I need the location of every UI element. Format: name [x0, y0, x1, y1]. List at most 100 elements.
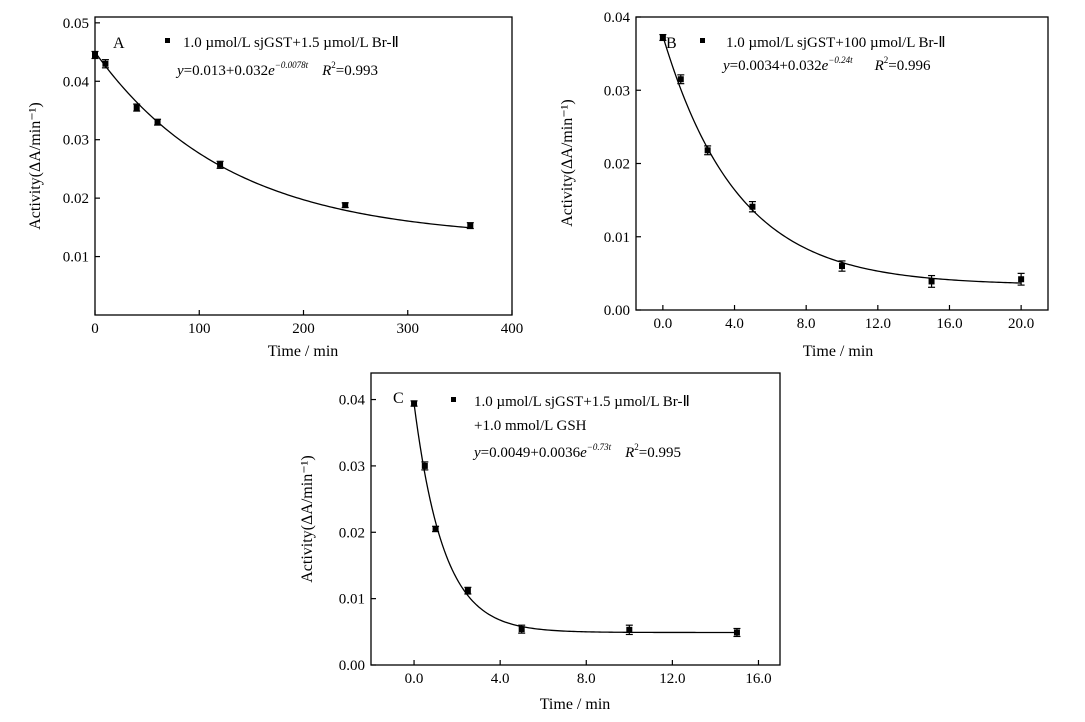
x-tick-label: 400 [501, 321, 524, 337]
data-point [839, 263, 845, 270]
y-tick-label: 0.04 [339, 393, 366, 409]
x-axis-label: Time / min [540, 696, 611, 713]
eq-r2-var: R [624, 445, 634, 461]
eq-r2-sup: 2 [331, 60, 336, 70]
eq-base: e [822, 58, 829, 74]
x-tick-label: 8.0 [797, 316, 816, 332]
x-axis-label: Time / min [803, 343, 874, 360]
panel-b: 0.0 4.0 8.0 12.0 16.0 20.0 0.00 0.01 0.02 0.03 0.0… [559, 10, 1049, 360]
eq-exponent: −0.0078t [275, 60, 309, 70]
x-tick-label: 0 [91, 321, 99, 337]
panel-label: C [393, 390, 404, 407]
y-tick-label: 0.02 [63, 191, 89, 207]
x-tick-label: 12.0 [865, 316, 891, 332]
x-tick-label: 16.0 [745, 671, 771, 687]
eq-lhs: =0.0034+0.032 [730, 58, 822, 74]
fit-equation: y=0.0049+0.0036e−0.73t R2=0.995 [472, 442, 681, 461]
x-tick-label: 12.0 [659, 671, 685, 687]
data-point [677, 76, 684, 83]
data-point [154, 119, 161, 126]
eq-r2-var: R [874, 58, 884, 74]
y-tick-label: 0.00 [604, 303, 630, 319]
eq-exponent: −0.24t [828, 55, 853, 65]
data-point [421, 462, 428, 469]
data-point [928, 278, 935, 285]
fit-curve [413, 403, 737, 634]
y-tick-label: 0.02 [604, 157, 630, 173]
eq-y-var: y [472, 445, 481, 461]
legend-label: 1.0 µmol/L sjGST+100 µmol/L Br-Ⅱ [726, 35, 946, 51]
x-tick-label: 100 [188, 321, 211, 337]
fit-curve [662, 35, 1022, 284]
eq-lhs: =0.013+0.032 [184, 63, 268, 79]
legend-label-line2: +1.0 mmol/L GSH [474, 418, 587, 434]
eq-y-var: y [175, 63, 184, 79]
data-point [92, 51, 98, 58]
data-point [411, 400, 418, 407]
fit-equation: y=0.013+0.032e−0.0078t R2=0.993 [175, 60, 378, 79]
legend-label: 1.0 µmol/L sjGST+1.5 µmol/L Br-Ⅱ [183, 35, 399, 51]
data-point [102, 60, 109, 67]
x-tick-label: 16.0 [936, 316, 962, 332]
legend-marker [165, 38, 170, 43]
x-tick-label: 20.0 [1008, 316, 1034, 332]
x-tick-label: 4.0 [725, 316, 744, 332]
y-tick-label: 0.03 [63, 133, 89, 149]
y-tick-label: 0.01 [604, 230, 630, 246]
eq-r2-var: R [321, 63, 331, 79]
eq-lhs: =0.0049+0.0036 [481, 445, 581, 461]
legend-marker [451, 397, 456, 402]
fit-curve [94, 51, 471, 229]
eq-r2-value: =0.995 [639, 445, 681, 461]
eq-r2-value: =0.996 [888, 58, 931, 74]
y-tick-label: 0.03 [339, 459, 365, 475]
data-point [467, 222, 474, 229]
eq-exponent: −0.73t [587, 442, 612, 452]
eq-r2-sup: 2 [884, 55, 889, 65]
panel-label: A [113, 35, 125, 52]
data-point [217, 161, 224, 168]
data-point [518, 626, 525, 633]
eq-base: e [268, 63, 275, 79]
data-point [733, 629, 740, 636]
x-tick-label: 0.0 [653, 316, 672, 332]
panel-label: B [666, 35, 677, 52]
x-tick-label: 4.0 [491, 671, 510, 687]
y-axis-label: Activity(ΔA/min⁻¹) [559, 99, 576, 227]
data-point [626, 626, 633, 633]
legend-label: 1.0 µmol/L sjGST+1.5 µmol/L Br-Ⅱ [474, 394, 690, 410]
data-point [133, 104, 140, 111]
x-tick-label: 200 [292, 321, 315, 337]
data-point [432, 525, 439, 532]
eq-base: e [580, 445, 587, 461]
y-tick-label: 0.04 [63, 74, 90, 90]
plot-frame [370, 372, 781, 666]
y-axis-label: Activity(ΔA/min⁻¹) [27, 102, 44, 230]
data-point [749, 203, 756, 210]
y-tick-label: 0.00 [339, 658, 365, 674]
data-point [1018, 276, 1025, 283]
data-point [704, 147, 711, 154]
x-tick-label: 0.0 [405, 671, 424, 687]
x-tick-label: 8.0 [577, 671, 596, 687]
data-point [659, 34, 666, 41]
panel-c: 0.0 4.0 8.0 12.0 16.00.000.010.020.030.04 C … [299, 372, 781, 713]
data-point [464, 587, 471, 594]
legend-marker [700, 38, 705, 43]
y-tick-label: 0.01 [63, 250, 89, 266]
y-tick-label: 0.02 [339, 525, 365, 541]
y-tick-label: 0.04 [604, 10, 631, 26]
eq-r2-sup: 2 [634, 442, 639, 452]
y-axis-label: Activity(ΔA/min⁻¹) [299, 455, 316, 583]
eq-r2-value: =0.993 [336, 63, 378, 79]
data-point [342, 202, 349, 209]
eq-y-var: y [721, 58, 730, 74]
panel-a: 0 100 200 300 400 0.01 0.02 0.03 0.04 0.05 A 1.0 … [27, 16, 523, 360]
fit-equation: y=0.0034+0.032e−0.24t R2=0.996 [721, 55, 931, 74]
y-tick-label: 0.01 [339, 592, 365, 608]
y-tick-label: 0.03 [604, 83, 630, 99]
x-axis-label: Time / min [268, 343, 339, 360]
x-tick-label: 300 [397, 321, 420, 337]
y-tick-label: 0.05 [63, 16, 89, 32]
